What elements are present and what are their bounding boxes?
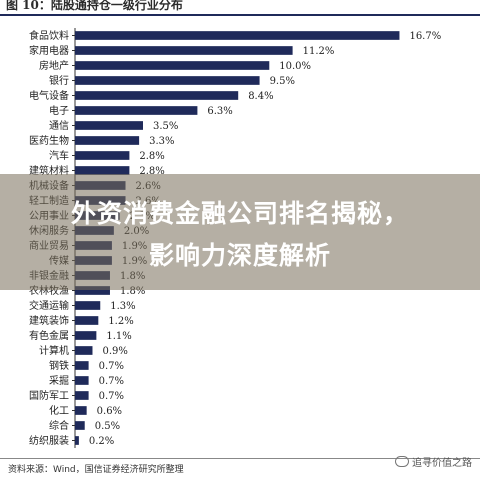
wechat-icon [395, 456, 409, 467]
value-label: 0.6% [97, 406, 122, 417]
bar [75, 376, 89, 385]
value-label: 0.7% [99, 361, 124, 372]
category-label: 房地产 [39, 59, 69, 72]
bar [75, 286, 110, 295]
bar [75, 91, 239, 100]
footer-divider [0, 458, 480, 459]
category-label: 综合 [49, 419, 69, 432]
bar [75, 76, 260, 85]
category-label: 银行 [49, 74, 69, 87]
category-label: 国防军工 [29, 389, 69, 402]
value-label: 1.8% [120, 286, 145, 297]
value-label: 2.8% [139, 151, 164, 162]
bar [75, 61, 270, 70]
source-note: 资料来源：Wind，国信证券经济研究所整理 [8, 465, 184, 475]
chart-title: 图 10：陆股通持仓一级行业分布 [6, 0, 183, 12]
bar [75, 151, 130, 160]
bar [75, 166, 130, 175]
value-label: 0.9% [102, 346, 127, 357]
value-label: 1.3% [110, 301, 135, 312]
value-label: 0.5% [95, 421, 120, 432]
title-bar: 图 10：陆股通持仓一级行业分布 [0, 0, 480, 16]
category-label: 电气设备 [29, 89, 69, 102]
bar [75, 316, 99, 325]
category-label: 食品饮料 [29, 29, 69, 42]
bar [75, 391, 89, 400]
value-label: 0.7% [99, 391, 124, 402]
category-label: 医药生物 [29, 134, 69, 147]
bar [75, 106, 198, 115]
bar [75, 436, 79, 445]
overlay-headline-line1: 外资消费金融公司排名揭秘， [70, 199, 409, 228]
category-label: 电子 [49, 104, 69, 117]
watermark: 追寻价值之路 [395, 454, 472, 469]
value-label: 2.8% [139, 166, 164, 177]
overlay-headline-line2: 影响力深度解析 [148, 241, 331, 270]
value-label: 8.4% [248, 91, 273, 102]
bar [75, 346, 93, 355]
category-label: 通信 [49, 120, 69, 132]
value-label: 0.7% [99, 376, 124, 387]
bar [75, 421, 85, 430]
bar [75, 361, 89, 370]
bar [75, 406, 87, 415]
value-label: 9.5% [270, 76, 295, 87]
watermark-text: 追寻价值之路 [412, 458, 472, 469]
value-label: 3.3% [149, 136, 174, 147]
bar [75, 136, 140, 145]
overlay-banner: 外资消费金融公司排名揭秘， 影响力深度解析 [0, 174, 480, 290]
bar [75, 301, 101, 310]
category-label: 建筑材料 [29, 164, 69, 177]
value-label: 6.3% [207, 106, 232, 117]
category-label: 建筑装饰 [29, 314, 69, 327]
category-label: 计算机 [39, 344, 69, 357]
value-label: 0.2% [89, 436, 114, 447]
value-label: 16.7% [409, 31, 441, 42]
bar [75, 46, 293, 55]
bar [75, 121, 143, 130]
category-label: 汽车 [49, 149, 69, 162]
category-label: 交通运输 [29, 299, 69, 312]
category-label: 有色金属 [29, 329, 69, 342]
category-label: 化工 [49, 404, 69, 417]
category-label: 钢铁 [49, 359, 69, 372]
value-label: 3.5% [153, 121, 178, 132]
category-label: 采掘 [49, 374, 69, 387]
value-label: 11.2% [303, 46, 335, 57]
bar [75, 31, 400, 40]
value-label: 1.2% [108, 316, 133, 327]
category-label: 纺织服装 [29, 434, 69, 447]
value-label: 1.1% [106, 331, 131, 342]
value-label: 10.0% [279, 61, 311, 72]
bar [75, 331, 97, 340]
category-label: 家用电器 [29, 44, 69, 57]
